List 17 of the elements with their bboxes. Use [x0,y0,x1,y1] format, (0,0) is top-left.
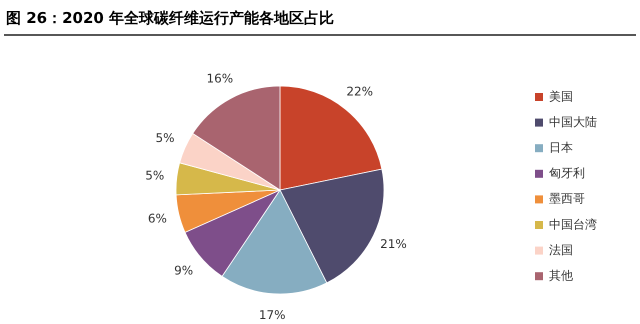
legend-label: 中国大陆 [549,114,597,129]
data-label: 16% [206,72,234,86]
chart-title: 图 26：2020 年全球碳纤维运行产能各地区占比 [6,9,334,27]
data-label: 5% [155,130,174,145]
legend-label: 美国 [549,89,573,104]
data-label: 9% [174,263,194,278]
data-label: 22% [346,84,373,99]
data-label: 21% [380,237,407,252]
data-label: 17% [258,308,286,322]
legend-label: 墨西哥 [549,192,585,206]
legend-label: 日本 [549,140,573,154]
legend-label: 其他 [549,268,573,282]
legend-label: 中国台湾 [549,217,597,232]
data-label: 5% [145,168,164,183]
legend-label: 法国 [549,242,573,257]
legend-label: 匈牙利 [549,166,585,180]
data-label: 6% [148,211,167,226]
